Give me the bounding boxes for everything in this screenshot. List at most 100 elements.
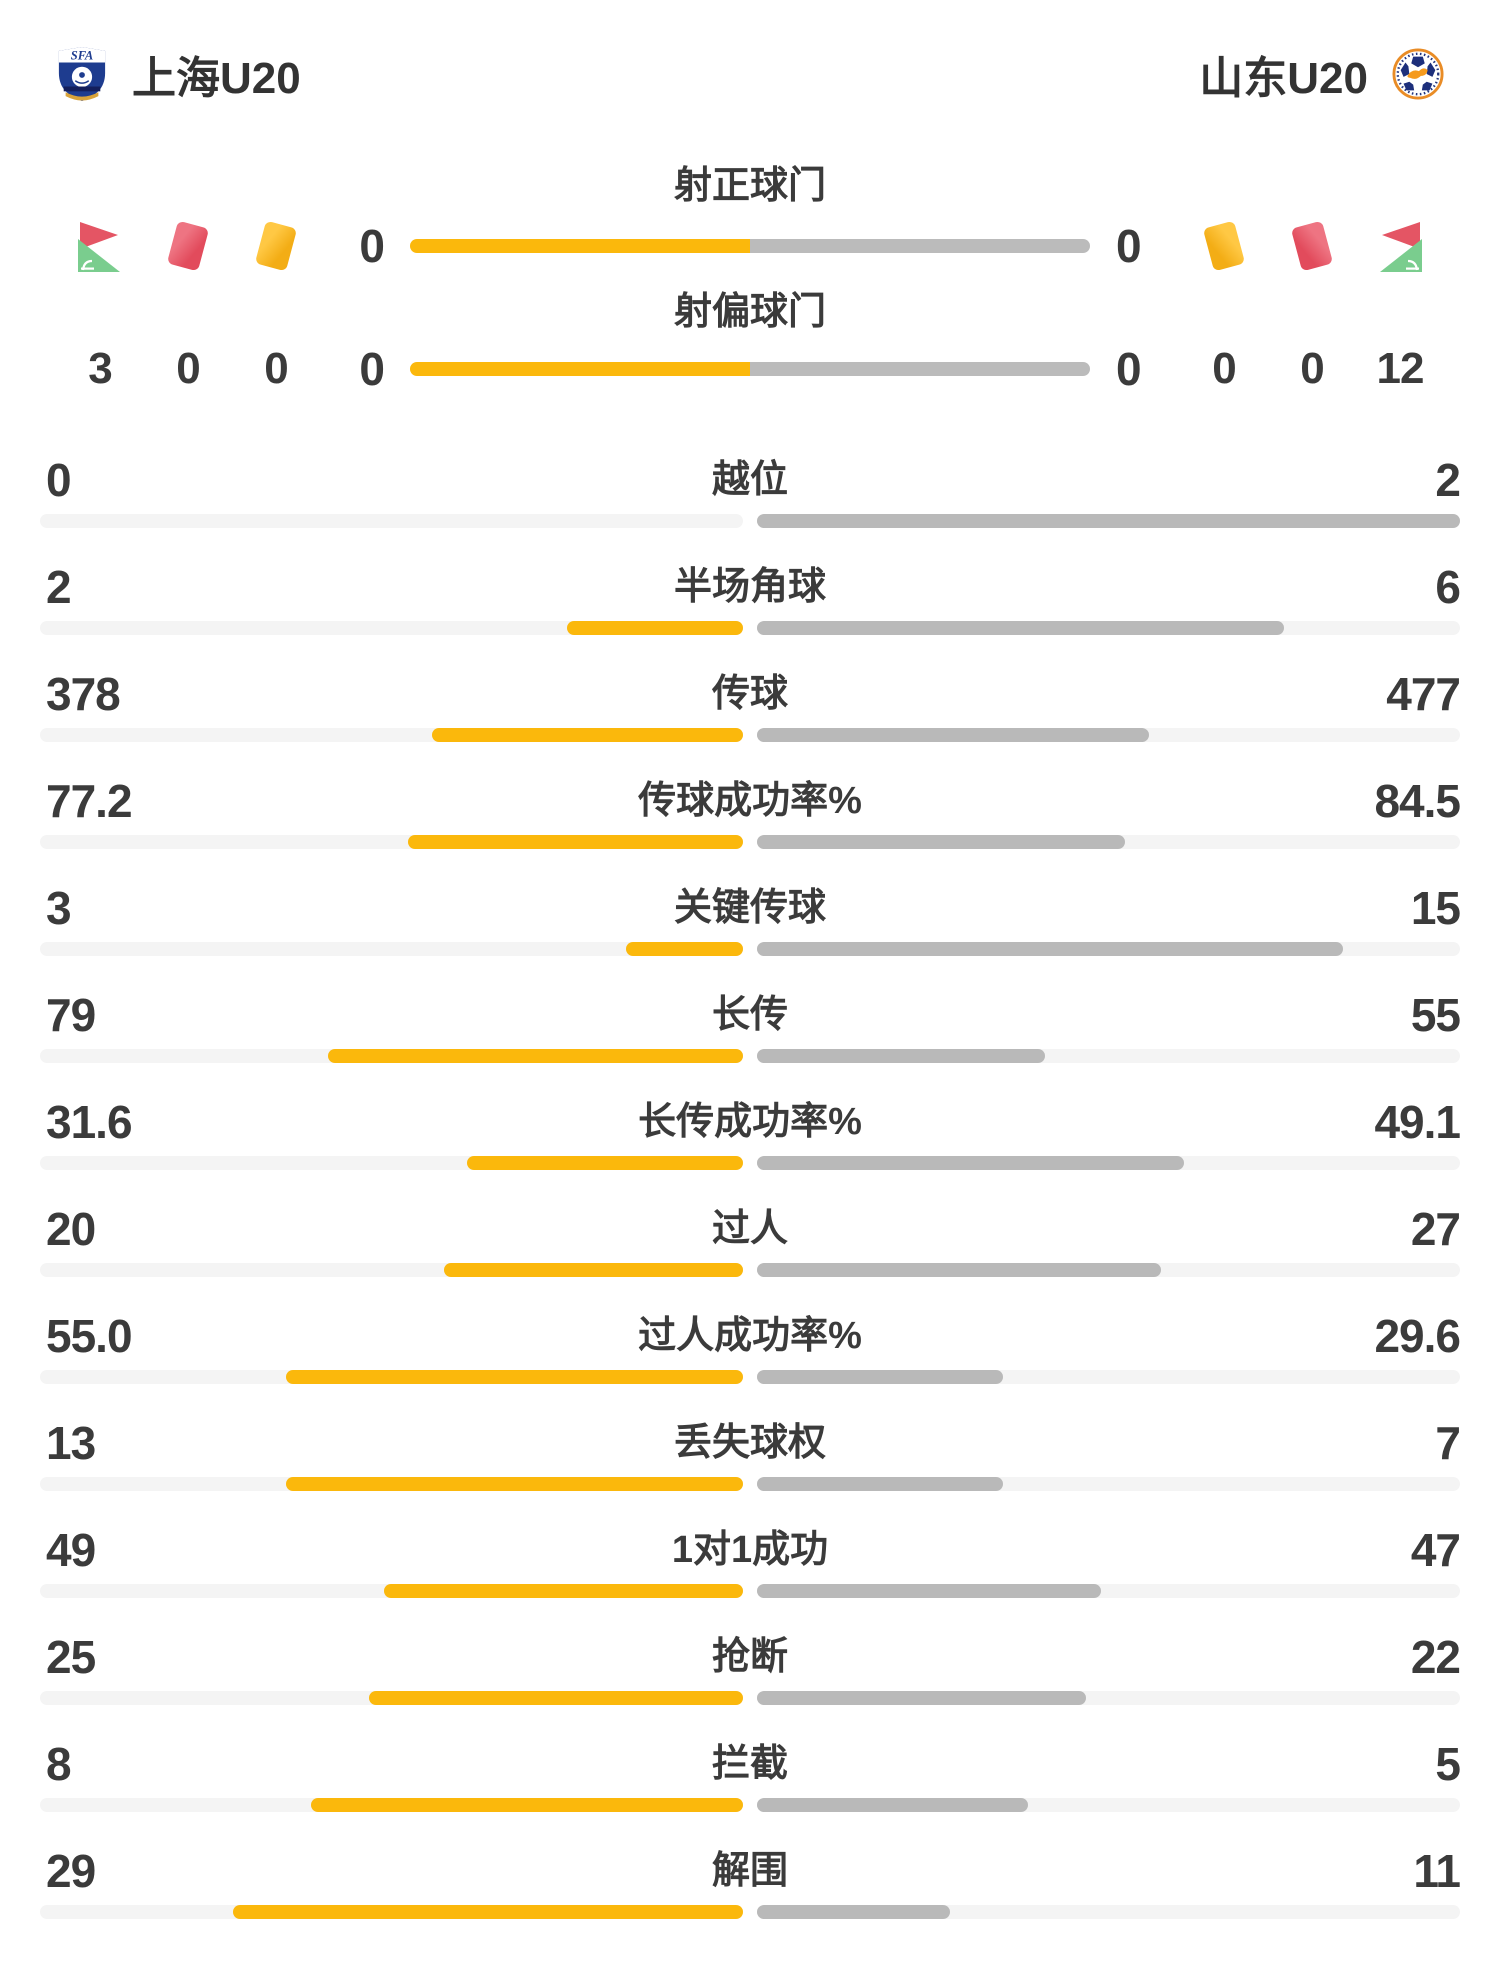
stat-label: 长传成功率% — [638, 1101, 862, 1143]
home-fill — [467, 1156, 743, 1170]
away-track — [757, 728, 1460, 742]
stat-home-value: 2 — [46, 561, 72, 613]
stat-away-value: 49.1 — [1374, 1096, 1461, 1148]
stat-bar — [40, 1370, 1460, 1384]
home-fill — [233, 1905, 743, 1919]
home-track — [40, 1477, 743, 1491]
away-track — [757, 621, 1460, 635]
stat-home-value: 49 — [46, 1524, 96, 1576]
stat-away-value: 6 — [1435, 561, 1461, 613]
away-fill — [757, 1370, 1004, 1384]
stat-row: 55.0 过人成功率% 29.6 — [0, 1312, 1500, 1384]
shots-off-target-bar — [410, 362, 1090, 376]
home-fill — [567, 621, 743, 635]
stat-row: 13 丢失球权 7 — [0, 1419, 1500, 1491]
stat-home-value: 20 — [46, 1203, 96, 1255]
stat-label: 1对1成功 — [671, 1529, 829, 1571]
away-fill — [757, 728, 1150, 742]
stat-home-value: 3 — [46, 882, 72, 934]
stat-bar — [40, 1798, 1460, 1812]
away-fill — [757, 1156, 1185, 1170]
stat-label: 丢失球权 — [673, 1422, 826, 1464]
away-track — [757, 1477, 1460, 1491]
stat-home-value: 31.6 — [46, 1096, 133, 1148]
stat-away-value: 84.5 — [1374, 775, 1461, 827]
stat-home-value: 0 — [46, 454, 72, 506]
away-track — [757, 1798, 1460, 1812]
away-yellow-card-icon — [1180, 220, 1268, 272]
away-track — [757, 1370, 1460, 1384]
stat-row: 31.6 长传成功率% 49.1 — [0, 1098, 1500, 1170]
away-fill — [757, 942, 1343, 956]
away-corner-flag-icon — [1356, 220, 1444, 272]
shots-off-target-home-value: 0 — [359, 343, 385, 395]
shots-off-target-row: 3 0 0 0 0 0 0 12 — [0, 340, 1500, 398]
shots-on-target-away-value: 0 — [1116, 220, 1142, 272]
stat-bar — [40, 942, 1460, 956]
home-fill — [432, 728, 743, 742]
away-track — [757, 1049, 1460, 1063]
match-header: SFA 上海U20 山东U20 — [0, 0, 1500, 106]
stat-label: 拦截 — [711, 1743, 788, 1785]
shots-on-target-row: 0 0 — [0, 210, 1500, 282]
home-team-logo-icon: SFA — [58, 47, 106, 101]
stat-away-value: 55 — [1410, 989, 1461, 1041]
away-team-logo-icon — [1392, 48, 1444, 100]
stat-label: 解围 — [711, 1850, 788, 1892]
home-corner-flag-icon — [56, 220, 144, 272]
stat-label: 抢断 — [711, 1636, 788, 1678]
home-fill — [369, 1691, 743, 1705]
stat-home-value: 8 — [46, 1738, 72, 1790]
stat-bar — [40, 1156, 1460, 1170]
shots-off-target-home-fill — [410, 362, 750, 376]
away-track — [757, 514, 1460, 528]
home-red-card-icon — [144, 220, 232, 272]
away-track — [757, 1584, 1460, 1598]
away-fill — [757, 835, 1125, 849]
stat-label: 长传 — [711, 994, 788, 1036]
away-team[interactable]: 山东U20 — [1199, 42, 1444, 106]
stat-away-value: 11 — [1413, 1845, 1461, 1897]
home-fill — [286, 1477, 743, 1491]
away-track — [757, 835, 1460, 849]
away-red-cards-count: 0 — [1300, 344, 1324, 393]
stat-bar — [40, 1691, 1460, 1705]
home-fill — [443, 1263, 743, 1277]
stat-bar — [40, 621, 1460, 635]
stat-label: 传球 — [711, 673, 788, 715]
stat-row: 77.2 传球成功率% 84.5 — [0, 777, 1500, 849]
away-track — [757, 1691, 1460, 1705]
home-team[interactable]: SFA 上海U20 — [56, 42, 301, 106]
home-track — [40, 621, 743, 635]
away-fill — [757, 1798, 1028, 1812]
shots-on-target-home-value: 0 — [359, 220, 385, 272]
stat-row: 378 传球 477 — [0, 670, 1500, 742]
home-track — [40, 1263, 743, 1277]
home-team-name: 上海U20 — [132, 54, 301, 103]
stat-away-value: 477 — [1386, 668, 1461, 720]
stat-label: 过人成功率% — [638, 1315, 862, 1357]
shots-off-target-away-value: 0 — [1116, 343, 1142, 395]
stat-bar — [40, 1263, 1460, 1277]
stats-list: 0 越位 2 2 半场角球 6 3 7 — [0, 456, 1500, 1919]
away-fill — [757, 1691, 1086, 1705]
away-fill — [757, 1263, 1161, 1277]
stat-label: 半场角球 — [673, 566, 826, 608]
away-track — [757, 942, 1460, 956]
away-fill — [757, 514, 1460, 528]
shots-off-target-away-fill — [750, 362, 1090, 376]
away-red-card-icon — [1268, 220, 1356, 272]
stat-label: 传球成功率% — [638, 780, 862, 822]
stat-label: 关键传球 — [673, 887, 826, 929]
shots-off-target-label: 射偏球门 — [673, 291, 826, 333]
stat-bar — [40, 1477, 1460, 1491]
home-red-cards-count: 0 — [176, 344, 200, 393]
home-fill — [625, 942, 743, 956]
away-corners-count: 12 — [1376, 344, 1425, 393]
stat-bar — [40, 1584, 1460, 1598]
stat-home-value: 79 — [46, 989, 96, 1041]
shots-on-target-away-fill — [750, 239, 1090, 253]
stat-home-value: 25 — [46, 1631, 96, 1683]
away-fill — [757, 1584, 1102, 1598]
away-fill — [757, 1905, 951, 1919]
